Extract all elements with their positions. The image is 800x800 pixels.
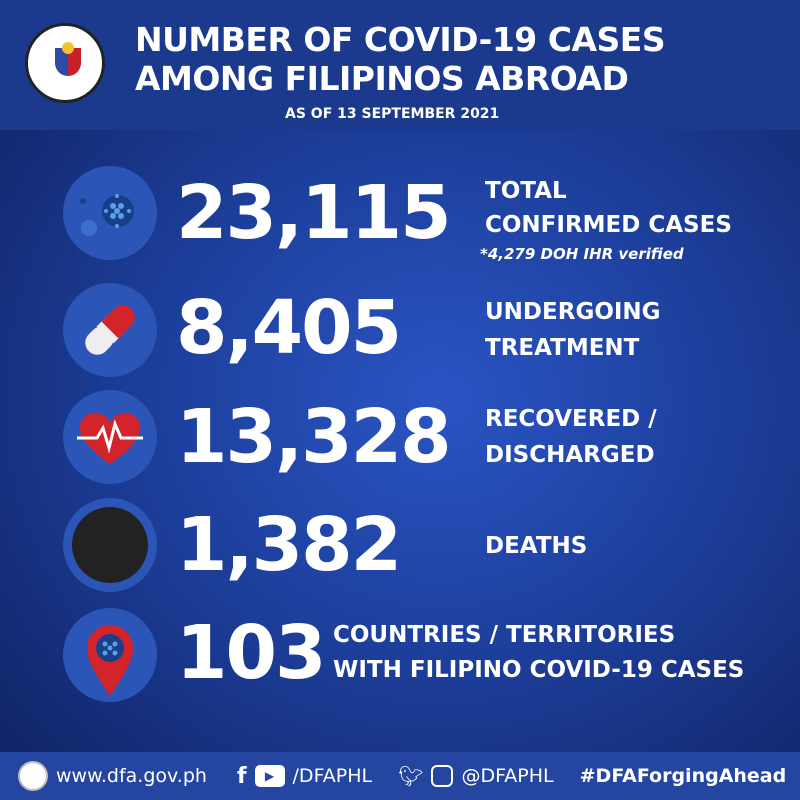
stat-value: 13,328 xyxy=(176,394,452,480)
stat-label: DEATHS xyxy=(485,533,588,559)
stat-label: TOTAL xyxy=(485,178,567,204)
twitter-icon: 🐦︎ xyxy=(398,764,424,788)
youtube-icon: ▶ xyxy=(254,765,285,787)
facebook-youtube-handle[interactable]: /DFAPHL xyxy=(292,765,373,787)
instagram-icon xyxy=(431,765,454,787)
stat-value: 1,382 xyxy=(176,502,402,588)
pill-icon xyxy=(63,283,157,377)
website-link[interactable]: www.dfa.gov.ph xyxy=(56,765,207,787)
dfa-seal-icon xyxy=(18,761,48,791)
stat-value: 103 xyxy=(176,610,326,696)
hashtag: #DFAForgingAhead xyxy=(579,765,787,787)
facebook-icon: f xyxy=(236,763,247,789)
virus-icon xyxy=(63,166,157,260)
stat-label: WITH FILIPINO COVID-19 CASES xyxy=(333,657,745,683)
stat-value: 23,115 xyxy=(176,170,452,256)
stat-label: RECOVERED / xyxy=(485,406,657,432)
stat-label: UNDERGOING xyxy=(485,299,661,325)
header: NUMBER OF COVID-19 CASES AMONG FILIPINOS… xyxy=(0,0,800,130)
stat-note: *4,279 DOH IHR verified xyxy=(480,245,684,263)
map-pin-virus-icon xyxy=(63,608,157,702)
black-circle-icon xyxy=(63,498,157,592)
as-of-date: AS OF 13 SEPTEMBER 2021 xyxy=(285,106,500,122)
stat-value: 8,405 xyxy=(176,285,402,371)
stat-label: TREATMENT xyxy=(485,335,640,361)
twitter-instagram-handle[interactable]: @DFAPHL xyxy=(461,765,554,787)
stat-label: DISCHARGED xyxy=(485,442,655,468)
title-line-2: AMONG FILIPINOS ABROAD xyxy=(135,59,629,98)
stat-label: CONFIRMED CASES xyxy=(485,212,732,238)
stat-label: COUNTRIES / TERRITORIES xyxy=(333,622,676,648)
footer: www.dfa.gov.ph f ▶ /DFAPHL 🐦︎ @DFAPHL #D… xyxy=(0,752,800,800)
title-line-1: NUMBER OF COVID-19 CASES xyxy=(135,20,666,59)
dfa-seal-logo xyxy=(25,23,105,103)
page-title: NUMBER OF COVID-19 CASES AMONG FILIPINOS… xyxy=(135,20,666,98)
heartbeat-icon xyxy=(63,390,157,484)
